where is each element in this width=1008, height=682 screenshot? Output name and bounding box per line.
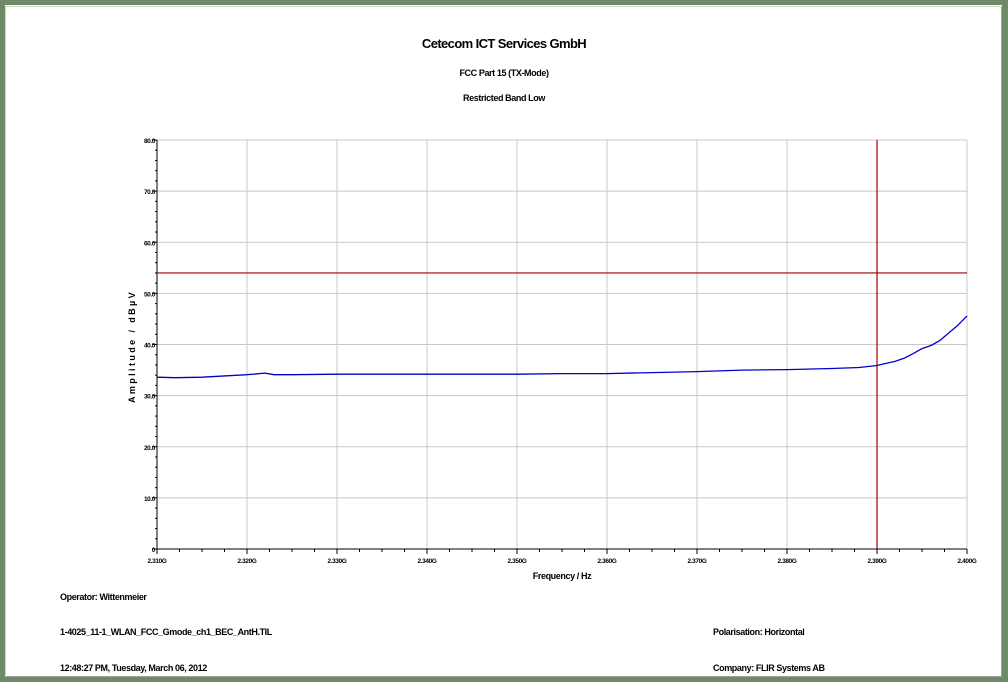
grid-layer [157, 139, 968, 549]
x-tick-label: 2.350G [508, 558, 527, 565]
y-tick-label: 0 [152, 547, 156, 554]
x-tick-label: 2.360G [598, 558, 617, 565]
y-tick-label: 10.0 [144, 496, 156, 503]
x-tick-label: 2.370G [688, 558, 707, 565]
trace-line [156, 315, 968, 379]
y-tick-label: 50.0 [144, 291, 156, 298]
y-tick-label: 60.0 [144, 240, 156, 247]
x-tick-label: 2.320G [238, 558, 257, 565]
operator-label: Operator: Wittenmeier [60, 592, 147, 602]
x-tick-label: 2.340G [418, 558, 437, 565]
polarisation-label: Polarisation: Horizontal [713, 627, 805, 637]
x-tick-label: 2.310G [148, 558, 167, 565]
y-tick-label: 80.0 [144, 138, 156, 145]
axes-layer [153, 139, 968, 554]
company-label: Company: FLIR Systems AB [713, 663, 825, 673]
marks-layer [156, 140, 968, 549]
timestamp-label: 12:48:27 PM, Tuesday, March 06, 2012 [60, 663, 207, 673]
x-axis-title: Frequency / Hz [533, 571, 592, 581]
y-axis-title: Amplitude / dBµV [127, 290, 137, 403]
x-tick-label: 2.330G [328, 558, 347, 565]
x-tick-label: 2.400G [958, 558, 977, 565]
y-tick-label: 40.0 [144, 343, 156, 350]
labels-layer: 0 10.0 20.0 30.0 40.0 50.0 60.0 70.0 80.0 2.310G 2… [127, 138, 977, 581]
report-subtitle: FCC Part 15 (TX-Mode) [459, 68, 549, 78]
x-tick-label: 2.380G [778, 558, 797, 565]
file-name-label: 1-4025_11-1_WLAN_FCC_Gmode_ch1_BEC_AntH.… [60, 627, 272, 637]
test-name: Restricted Band Low [463, 93, 545, 103]
company-title: Cetecom ICT Services GmbH [421, 36, 587, 51]
y-tick-label: 30.0 [144, 394, 156, 401]
y-tick-label: 20.0 [144, 445, 156, 452]
y-tick-label: 70.0 [144, 189, 156, 196]
x-tick-label: 2.390G [868, 558, 887, 565]
